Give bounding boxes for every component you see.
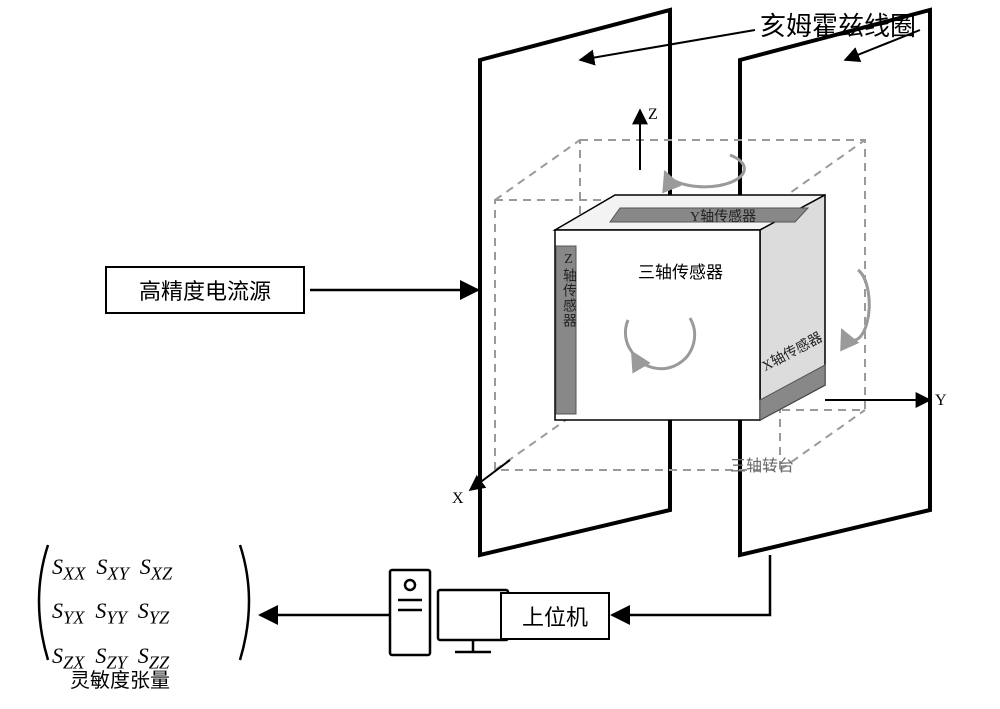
current-source-text: 高精度电流源: [139, 274, 271, 306]
helmholtz-leader-1: [580, 30, 755, 60]
y-sensor-label: Y轴传感器: [690, 206, 756, 226]
sensitivity-tensor-caption: 灵敏度张量: [70, 664, 170, 693]
axis-x-label: X: [452, 490, 464, 508]
host-computer-icon: [390, 570, 508, 655]
axis-z-label: Z: [648, 106, 658, 124]
host-computer-text: 上位机: [522, 600, 588, 632]
current-source-box: 高精度电流源: [105, 266, 305, 314]
z-sensor-label: Z轴传感器: [558, 252, 578, 328]
sensitivity-matrix: SXX SXY SXZ SYX SYY SYZ SZX SZY SZZ: [52, 548, 172, 681]
turntable-label: 三轴转台: [730, 452, 794, 476]
coil-to-host-line: [612, 555, 770, 615]
sensor-cube: [555, 195, 825, 420]
axis-y-label: Y: [935, 392, 947, 410]
host-computer-box: 上位机: [500, 592, 610, 640]
helmholtz-label: 亥姆霍兹线圈: [760, 6, 916, 43]
triaxial-sensor-label: 三轴传感器: [638, 258, 723, 283]
